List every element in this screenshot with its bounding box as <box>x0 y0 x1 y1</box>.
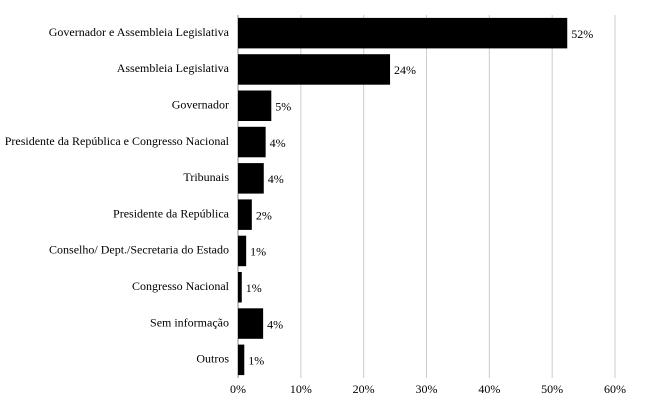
bar <box>238 199 252 230</box>
y-tick-label: Congresso Nacional <box>132 279 230 293</box>
bar <box>238 126 266 158</box>
x-tick-label: 60% <box>604 382 626 396</box>
y-tick-label: Presidente da República <box>113 206 230 220</box>
y-tick-label: Governador <box>172 98 229 112</box>
bar <box>238 235 247 267</box>
x-tick-label: 30% <box>416 382 438 396</box>
value-label: 52% <box>571 27 593 41</box>
bar <box>238 308 264 339</box>
value-label: 4% <box>270 136 286 150</box>
value-label: 1% <box>250 245 266 259</box>
bar <box>238 163 264 194</box>
x-tick-label: 50% <box>541 382 563 396</box>
x-tick-label: 0% <box>230 382 246 396</box>
bar <box>238 272 242 303</box>
value-label: 4% <box>268 172 284 186</box>
value-label: 2% <box>256 208 272 222</box>
bar <box>238 17 568 49</box>
y-tick-label: Sem informação <box>150 315 229 329</box>
value-label: 5% <box>275 100 291 114</box>
bar <box>238 344 245 376</box>
x-tick-label: 20% <box>353 382 375 396</box>
y-tick-label: Assembleia Legislativa <box>117 61 230 75</box>
x-tick-label: 40% <box>478 382 500 396</box>
bar <box>238 90 272 121</box>
value-label: 24% <box>394 63 416 77</box>
y-tick-label: Presidente da República e Congresso Naci… <box>5 134 230 148</box>
x-tick-label: 10% <box>290 382 312 396</box>
bar <box>238 54 391 85</box>
y-tick-label: Tribunais <box>183 170 229 184</box>
y-tick-label: Governador e Assembleia Legislativa <box>49 25 230 39</box>
value-label: 4% <box>267 317 283 331</box>
value-label: 1% <box>246 281 262 295</box>
y-tick-label: Conselho/ Dept./Secretaria do Estado <box>49 243 229 257</box>
y-tick-label: Outros <box>196 352 229 366</box>
value-label: 1% <box>248 354 264 368</box>
